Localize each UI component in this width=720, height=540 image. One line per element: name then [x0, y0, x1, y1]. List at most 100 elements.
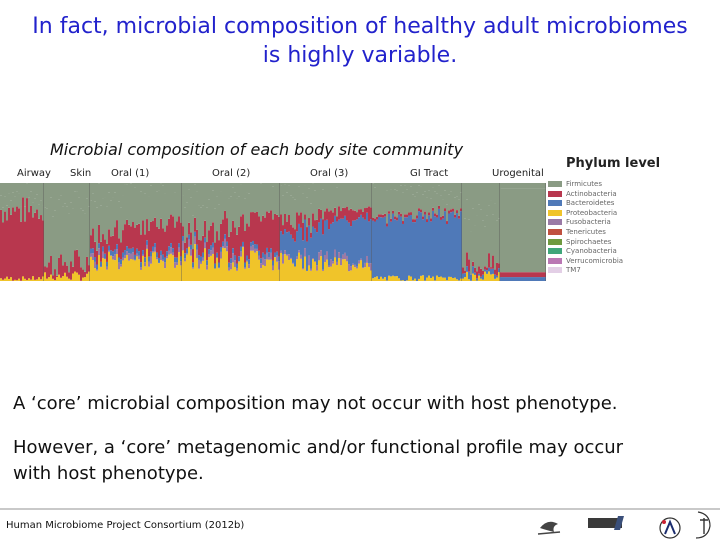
sample-bar-segment: [304, 219, 306, 249]
sample-bar-segment: [484, 269, 486, 272]
sample-bar-segment: [524, 188, 526, 273]
sample-bar-segment: [374, 218, 376, 222]
sample-bar-segment: [306, 183, 308, 198]
sample-bar-segment: [20, 206, 22, 222]
sample-bar-segment: [76, 183, 78, 192]
sample-bar-segment: [118, 269, 120, 281]
sample-bar-segment: [290, 257, 292, 259]
sample-bar-segment: [30, 279, 32, 281]
sample-bar-segment: [498, 263, 500, 269]
sample-bar-segment: [254, 244, 256, 249]
sample-bar-segment: [460, 192, 462, 209]
sample-bar-segment: [312, 183, 314, 184]
sample-bar-segment: [138, 255, 140, 260]
sample-bar-segment: [490, 267, 492, 269]
sample-bar-segment: [96, 183, 98, 208]
sample-bar-segment: [84, 183, 86, 214]
sample-bar-segment: [338, 183, 340, 207]
sample-bar-segment: [236, 268, 238, 271]
sample-bar-segment: [244, 198, 246, 231]
sample-bar-segment: [310, 237, 312, 269]
sample-bar-segment: [322, 269, 324, 271]
sample-bar-segment: [4, 183, 6, 197]
sample-bar-segment: [210, 250, 212, 256]
sample-bar-segment: [446, 280, 448, 281]
sample-bar-segment: [130, 248, 132, 254]
sample-bar-segment: [266, 211, 268, 248]
sample-bar-segment: [104, 253, 106, 259]
sample-bar-segment: [458, 199, 460, 216]
sample-bar-segment: [236, 183, 238, 199]
sample-bar-segment: [354, 220, 356, 265]
sample-bar-segment: [98, 243, 100, 249]
sample-bar-segment: [438, 183, 440, 186]
sample-bar-segment: [286, 183, 288, 193]
sample-bar-segment: [222, 246, 224, 248]
sample-bar-segment: [158, 257, 160, 263]
sample-bar-segment: [120, 183, 122, 208]
sample-bar-segment: [284, 184, 286, 214]
sample-bar-segment: [382, 214, 384, 218]
sample-bar-segment: [120, 207, 122, 243]
sample-bar-segment: [108, 229, 110, 246]
sample-bar-segment: [304, 214, 306, 220]
sample-bar-segment: [380, 214, 382, 218]
sample-bar-segment: [154, 183, 156, 218]
sample-bar-segment: [182, 250, 184, 281]
sample-bar-segment: [390, 218, 392, 222]
sample-bar-segment: [290, 258, 292, 281]
sample-bar-segment: [92, 193, 94, 229]
sample-bar-segment: [478, 275, 480, 281]
sample-bar-segment: [426, 197, 428, 220]
sample-bar-segment: [316, 219, 318, 233]
sample-bar-segment: [198, 183, 200, 206]
sample-bar-segment: [98, 224, 100, 244]
sample-bar-segment: [240, 256, 242, 281]
sample-bar-segment: [436, 183, 438, 194]
sample-bar-segment: [300, 227, 302, 255]
sample-bar-segment: [0, 195, 2, 210]
sample-bar-segment: [262, 183, 264, 216]
legend-item-fusobacteria: Fusobacteria: [548, 218, 611, 227]
sample-bar-segment: [138, 259, 140, 281]
sample-bar-segment: [264, 254, 266, 260]
sample-bar-segment: [238, 226, 240, 257]
sample-bar-segment: [36, 183, 38, 195]
sample-bar-segment: [364, 208, 366, 220]
sample-bar-segment: [182, 195, 184, 227]
sample-bar-segment: [8, 207, 10, 279]
sample-bar-segment: [410, 186, 412, 213]
sample-bar-segment: [280, 214, 282, 232]
legend-swatch: [548, 219, 562, 226]
sample-bar-segment: [44, 266, 46, 273]
sample-bar-segment: [104, 183, 106, 198]
sample-bar-segment: [34, 279, 36, 281]
sample-bar-segment: [418, 208, 420, 212]
sample-bar-segment: [202, 183, 204, 206]
sample-bar-segment: [326, 259, 328, 281]
sample-bar-segment: [518, 277, 520, 281]
sample-bar-segment: [408, 215, 410, 276]
sample-bar-segment: [186, 254, 188, 281]
legend-item-verrucomicrobia: Verrucomicrobia: [548, 257, 623, 266]
sample-bar-segment: [378, 214, 380, 217]
sample-bar-segment: [402, 223, 404, 281]
sample-bar-segment: [152, 252, 154, 281]
sample-bar-segment: [280, 183, 282, 186]
sample-bar-segment: [316, 270, 318, 281]
sample-bar-segment: [356, 268, 358, 281]
sample-bar-segment: [362, 211, 364, 218]
sample-bar-segment: [424, 214, 426, 281]
sample-bar-segment: [508, 183, 510, 189]
sample-bar-segment: [310, 268, 312, 271]
sample-bar-segment: [474, 183, 476, 226]
sample-bar-segment: [400, 216, 402, 281]
sample-bar-segment: [2, 279, 4, 281]
sample-bar-segment: [338, 258, 340, 281]
sample-bar-segment: [152, 251, 154, 253]
sample-bar-segment: [492, 273, 494, 281]
sample-bar-segment: [106, 266, 108, 270]
sample-bar-segment: [424, 183, 426, 192]
sample-bar-segment: [200, 263, 202, 281]
sample-bar-segment: [308, 225, 310, 256]
